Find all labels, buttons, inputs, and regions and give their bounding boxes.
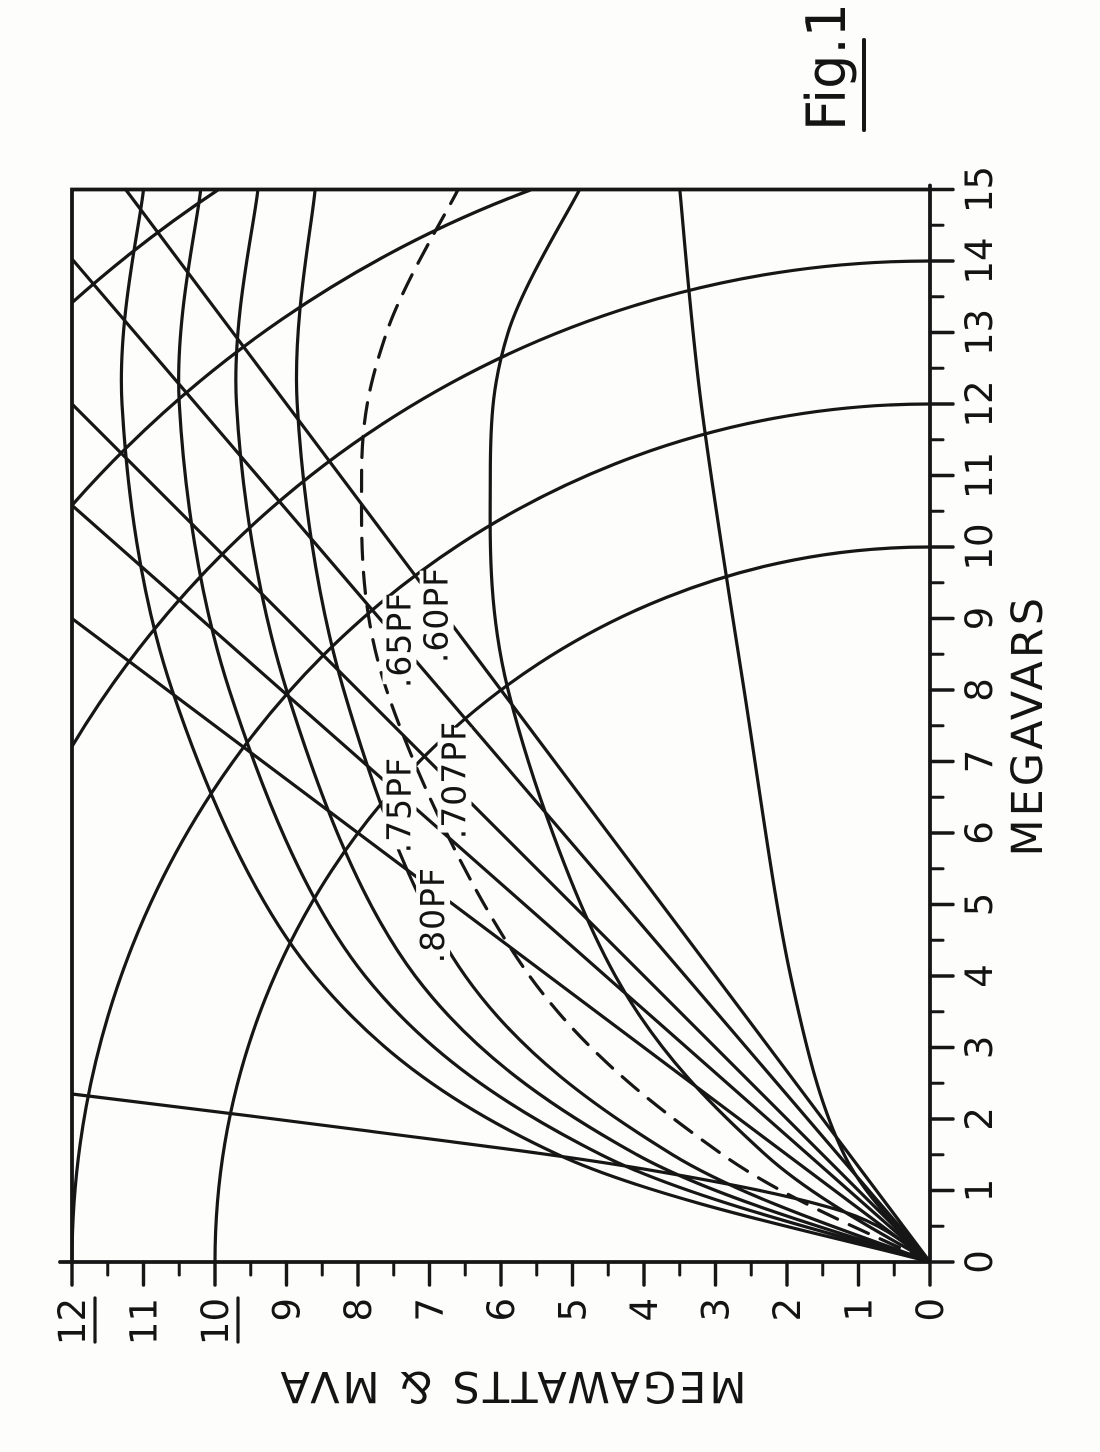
x-tick-label-15: 15 (958, 166, 1001, 213)
pf-label-mask (382, 760, 417, 850)
pf-label-707PF: .707PF (435, 721, 474, 839)
capability-curves (70, 187, 932, 1264)
x-tick-label-3: 3 (958, 1036, 1001, 1060)
x-tick-label-6: 6 (958, 821, 1001, 845)
figure-caption: Fig.1 (795, 3, 866, 132)
axis-ticks (70, 187, 955, 1287)
x-tick-label-12: 12 (958, 380, 1001, 427)
y-tick-label-1: 1 (838, 1298, 881, 1322)
power-factor-lines (70, 187, 932, 1264)
plot-frame (58, 183, 932, 1264)
x-tick-label-11: 11 (958, 452, 1001, 499)
y-tick-label-9: 9 (266, 1298, 309, 1322)
pf-label-mask (419, 570, 454, 660)
x-tick-label-1: 1 (958, 1179, 1001, 1203)
x-tick-label-9: 9 (958, 607, 1001, 631)
pf-line-75PF (70, 503, 932, 1264)
capability-curve-1 (70, 1092, 932, 1264)
x-tick-label-5: 5 (958, 893, 1001, 917)
mva-arc-16 (70, 187, 534, 507)
y-tick-label-3: 3 (695, 1298, 738, 1322)
x-tick-label-0: 0 (958, 1250, 1001, 1274)
pf-label-80PF: .80PF (413, 867, 452, 963)
y-tick-label-2: 2 (766, 1298, 809, 1322)
x-tick-label-8: 8 (958, 678, 1001, 702)
figure-label: Fig.1 (795, 3, 858, 131)
capability-curve-8 (678, 187, 932, 1264)
capability-curve-2 (119, 187, 932, 1264)
y-tick-label-4: 4 (623, 1298, 666, 1322)
y-tick-label-8: 8 (337, 1298, 380, 1322)
y-tick-label-10: 10 (194, 1298, 237, 1345)
y-tick-label-0: 0 (909, 1298, 952, 1322)
y-axis-title: MEGAWATTS & MVA (277, 1361, 746, 1411)
pf-label-mask (416, 870, 451, 960)
pf-line-60PF (124, 187, 932, 1264)
pf-line-707PF (70, 402, 932, 1264)
capability-curve-7 (488, 187, 932, 1264)
pf-labels: .80PF .75PF .707PF .65PF.60PF (379, 567, 473, 964)
x-tick-label-13: 13 (958, 309, 1001, 356)
axis-titles: MEGAVARS MEGAWATTS & MVA (277, 595, 1053, 1411)
pf-label-mask (382, 595, 417, 685)
x-tick-label-2: 2 (958, 1107, 1001, 1131)
pf-line-80PF (70, 616, 932, 1264)
plot-border-top-right (70, 187, 932, 1264)
capability-curve-6 (359, 187, 932, 1264)
pf-line-65PF (70, 257, 932, 1264)
x-tick-label-10: 10 (958, 523, 1001, 570)
x-tick-label-7: 7 (958, 750, 1001, 774)
x-axis-title: MEGAVARS (1003, 595, 1053, 857)
y-tick-label-5: 5 (552, 1298, 595, 1322)
mva-arc-18 (70, 187, 221, 305)
capability-curve-4 (234, 187, 932, 1264)
pf-label-75PF: .75PF (379, 757, 418, 853)
capability-curve-3 (177, 187, 932, 1264)
y-tick-label-11: 11 (123, 1298, 166, 1345)
y-tick-label-12: 12 (51, 1298, 94, 1345)
x-tick-label-4: 4 (958, 964, 1001, 988)
mva-arc-14 (70, 259, 932, 748)
y-tick-label-7: 7 (409, 1298, 452, 1322)
pf-label-60PF: .60PF (417, 567, 456, 663)
pf-label-mask (437, 727, 472, 833)
mva-arcs (70, 187, 932, 1264)
x-tick-label-14: 14 (958, 237, 1001, 284)
y-tick-label-6: 6 (480, 1298, 523, 1322)
pf-label-65PF: .65PF (379, 592, 418, 688)
